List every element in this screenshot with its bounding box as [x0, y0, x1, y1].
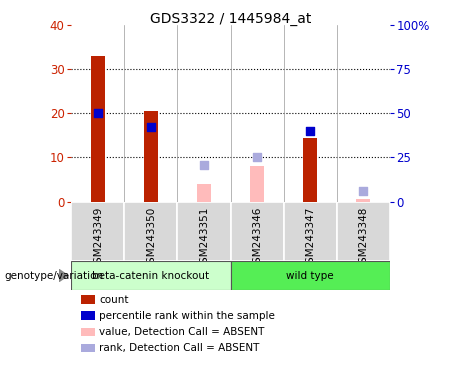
Bar [91, 56, 105, 202]
Text: GSM243348: GSM243348 [358, 206, 368, 270]
Text: GSM243349: GSM243349 [93, 206, 103, 270]
Text: rank, Detection Call = ABSENT: rank, Detection Call = ABSENT [99, 343, 260, 353]
Text: GSM243351: GSM243351 [199, 206, 209, 270]
Text: genotype/variation: genotype/variation [5, 270, 104, 281]
Point [200, 161, 207, 167]
Polygon shape [59, 269, 69, 283]
Bar [230, 261, 390, 290]
Text: GSM243347: GSM243347 [305, 206, 315, 270]
Text: beta-catenin knockout: beta-catenin knockout [92, 270, 210, 281]
Bar [144, 111, 158, 202]
Bar [337, 202, 390, 261]
Point [254, 154, 261, 161]
Bar [284, 202, 337, 261]
Bar [230, 202, 284, 261]
Text: wild type: wild type [286, 270, 334, 281]
Point [359, 188, 366, 194]
Bar [71, 202, 124, 261]
Text: GSM243346: GSM243346 [252, 206, 262, 270]
Text: count: count [99, 295, 129, 305]
Bar [71, 261, 230, 290]
Bar [356, 199, 370, 202]
Text: value, Detection Call = ABSENT: value, Detection Call = ABSENT [99, 327, 265, 337]
Text: GSM243350: GSM243350 [146, 206, 156, 270]
Text: percentile rank within the sample: percentile rank within the sample [99, 311, 275, 321]
Bar [177, 202, 230, 261]
Bar [303, 137, 317, 202]
Bar [356, 199, 370, 202]
Point [148, 124, 155, 131]
Bar [250, 166, 264, 202]
Bar [197, 184, 211, 202]
Text: GDS3322 / 1445984_at: GDS3322 / 1445984_at [150, 12, 311, 25]
Point [94, 110, 101, 116]
Bar [124, 202, 177, 261]
Point [306, 128, 313, 134]
